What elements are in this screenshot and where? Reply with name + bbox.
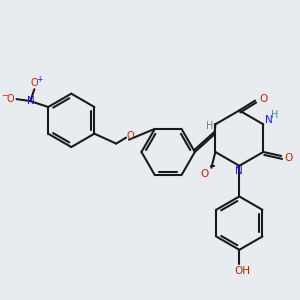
Text: N: N: [236, 166, 243, 176]
Text: O: O: [200, 169, 208, 179]
Text: O: O: [126, 131, 134, 141]
Text: O: O: [259, 94, 267, 103]
Text: N: N: [26, 96, 34, 106]
Text: O: O: [31, 78, 38, 88]
Text: O: O: [7, 94, 14, 104]
Text: N: N: [265, 116, 273, 125]
Text: H: H: [272, 110, 279, 120]
Text: O: O: [285, 153, 293, 163]
Text: OH: OH: [234, 266, 250, 276]
Text: −: −: [1, 91, 8, 100]
Text: +: +: [36, 75, 43, 84]
Text: H: H: [206, 121, 213, 131]
